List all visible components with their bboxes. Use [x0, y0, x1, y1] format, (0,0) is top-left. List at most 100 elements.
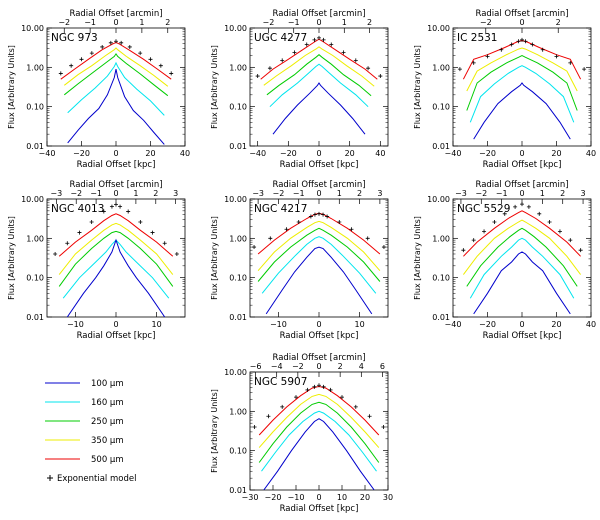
model-marker: [471, 60, 476, 65]
series-line-250um: [257, 227, 381, 282]
top-tick-label: 3: [581, 189, 586, 198]
model-marker: [321, 37, 326, 42]
top-tick-label: 0: [519, 18, 524, 27]
model-marker: [520, 37, 524, 42]
x-tick-label: 0: [519, 149, 524, 158]
series-line-100um: [263, 418, 375, 490]
model-marker: [294, 395, 298, 400]
top-tick-label: −1: [90, 189, 102, 198]
y-tick-label: 0.01: [432, 313, 450, 322]
y-tick-label: 10.00: [224, 368, 247, 377]
series-line-350um: [58, 222, 174, 275]
model-marker: [252, 424, 257, 429]
model-marker: [353, 58, 358, 63]
top-axis-title: Radial Offset [arcmin]: [69, 180, 162, 190]
panel-6: 0.01 0.10 1.00 10.00 −40 −20 0 20 40 −3 −2 −1 0 1 2 3 Ra…: [413, 180, 596, 341]
series-line-500um: [260, 38, 378, 80]
model-marker: [127, 44, 132, 49]
model-marker: [353, 404, 358, 409]
model-marker: [280, 58, 285, 63]
top-tick-label: −2: [273, 189, 285, 198]
legend-item: 350 μm: [45, 436, 124, 446]
x-tick-label: −20: [73, 149, 90, 158]
model-marker: [296, 220, 301, 225]
y-tick-label: 10.00: [21, 24, 44, 33]
top-axis-title: Radial Offset [arcmin]: [475, 9, 568, 19]
model-marker: [317, 35, 321, 40]
model-marker: [582, 67, 587, 72]
model-markers: [58, 39, 174, 76]
panel-title: NGC 5907: [254, 376, 307, 388]
panel-title: NGC 4217: [254, 203, 307, 215]
model-marker: [317, 211, 321, 216]
legend-item: 160 μm: [45, 398, 124, 408]
model-marker: [305, 387, 310, 392]
x-tick-label: 30: [383, 493, 393, 502]
series-line-350um: [63, 47, 169, 87]
y-tick-label: 0.01: [229, 313, 247, 322]
top-tick-label: −6: [250, 362, 262, 371]
series-line-500um: [463, 210, 581, 257]
y-tick-label: 0.10: [432, 274, 450, 283]
top-tick-label: −1: [84, 18, 96, 27]
legend-label: 350 μm: [91, 436, 124, 446]
top-tick-label: 1: [337, 189, 342, 198]
x-tick-label: 10: [354, 320, 364, 329]
top-tick-label: 3: [173, 189, 178, 198]
y-tick-label: 0.10: [229, 447, 247, 456]
panel-frame: [249, 371, 389, 491]
model-marker: [471, 238, 476, 243]
top-tick-label: −2: [475, 189, 487, 198]
model-marker: [540, 47, 545, 52]
panel-frame: [249, 198, 389, 318]
series-line-250um: [258, 401, 380, 463]
model-marker: [325, 214, 330, 219]
model-markers: [255, 35, 383, 79]
model-marker: [255, 74, 260, 79]
model-marker: [169, 71, 174, 76]
model-marker: [537, 211, 542, 216]
series-line-500um: [257, 212, 381, 255]
series-line-250um: [63, 53, 169, 97]
top-axis-title: Radial Offset [arcmin]: [272, 180, 365, 190]
top-tick-label: 0: [316, 189, 321, 198]
y-tick-label: 0.10: [229, 274, 247, 283]
model-marker: [337, 220, 342, 225]
y-axis-title: Flux [Arbitrary Units]: [7, 216, 16, 300]
panel-title: NGC 973: [51, 32, 98, 44]
model-marker: [77, 230, 82, 235]
y-tick-label: 0.01: [229, 142, 247, 151]
model-marker: [119, 40, 124, 45]
legend-label: 250 μm: [91, 417, 124, 427]
panel-title: NGC 4013: [51, 203, 104, 215]
model-marker: [53, 251, 58, 256]
x-tick-label: 0: [316, 493, 321, 502]
x-tick-label: −20: [265, 493, 282, 502]
y-tick-label: 0.10: [26, 103, 44, 112]
model-marker: [482, 229, 487, 234]
model-marker: [138, 51, 143, 56]
panel-frame: [249, 27, 389, 147]
model-marker: [89, 220, 94, 225]
model-markers: [457, 37, 587, 72]
series-line-500um: [58, 213, 174, 257]
series-line-100um: [473, 82, 571, 140]
legend-item: Exponential model: [47, 474, 136, 484]
top-tick-label: −2: [292, 362, 304, 371]
top-tick-label: −4: [271, 362, 283, 371]
top-tick-label: 2: [357, 189, 362, 198]
model-marker: [321, 384, 326, 389]
model-marker: [381, 424, 386, 429]
y-tick-label: 0.01: [229, 486, 247, 495]
x-tick-label: 40: [180, 149, 190, 158]
y-tick-label: 1.00: [432, 63, 450, 72]
model-marker: [568, 60, 573, 65]
series-line-160um: [67, 61, 165, 116]
model-marker: [340, 395, 344, 400]
model-marker: [162, 241, 167, 246]
x-tick-label: 0: [113, 320, 118, 329]
model-marker: [114, 202, 118, 207]
panel-title: IC 2531: [457, 32, 498, 44]
